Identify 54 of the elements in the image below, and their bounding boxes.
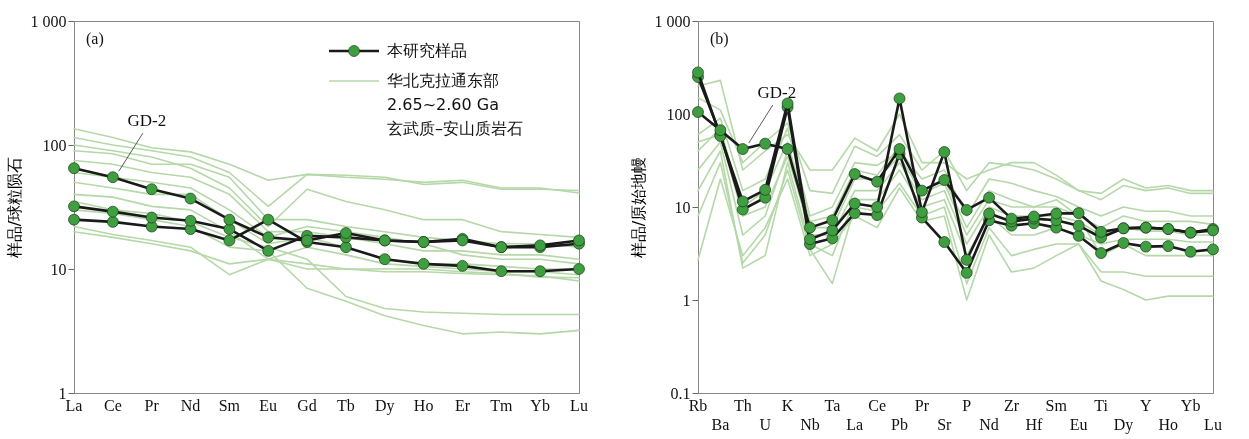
x-tick-label: P: [962, 397, 972, 414]
y-tick-label: 1 000: [654, 12, 691, 30]
y-tick-label: 100: [42, 136, 67, 154]
x-tick-label: Y: [1140, 397, 1153, 414]
y-tick-label: 1: [682, 291, 691, 309]
legend-label: 华北克拉通东部 2.65~2.60 Ga 玄武质–安山质岩石: [387, 71, 523, 138]
x-tick-label: Sm: [218, 397, 241, 414]
x-tick-label: K: [781, 397, 794, 414]
x-tick-label: La: [846, 416, 864, 433]
annotation: (a): [86, 30, 104, 48]
x-tick-label: Tb: [337, 397, 355, 414]
x-tick-label: Sm: [1045, 397, 1068, 414]
x-tick-label: Ba: [711, 416, 730, 433]
x-tick-label: Er: [454, 397, 471, 414]
x-tick-label: Yb: [530, 397, 550, 414]
x-tick-label: Yb: [1180, 397, 1201, 414]
x-tick-label: Lu: [570, 397, 588, 414]
x-tick-label: Ho: [413, 397, 434, 414]
x-tick-label: Zr: [1003, 397, 1020, 414]
x-tick-label: Nd: [979, 416, 999, 433]
legend-label: 本研究样品: [387, 41, 467, 60]
y-axis-title: 样品/原始地幔: [628, 156, 648, 259]
x-tick-label: Lu: [1204, 416, 1222, 433]
y-tick-label: 100: [666, 105, 691, 123]
y-tick-label: 1 000: [30, 12, 67, 30]
x-tick-label: Nb: [800, 416, 820, 433]
x-tick-label: La: [65, 397, 83, 414]
x-tick-label: Sr: [937, 416, 953, 433]
x-tick-label: Pr: [144, 397, 160, 414]
y-tick-label: 1: [58, 384, 67, 402]
annotation: GD-2: [127, 111, 167, 131]
x-tick-label: Ho: [1158, 416, 1178, 433]
x-tick-label: Dy: [1113, 416, 1134, 434]
x-tick-label: Nd: [180, 397, 201, 414]
y-tick-label: 10: [50, 260, 67, 278]
x-tick-label: Hf: [1025, 416, 1043, 433]
x-tick-label: Pb: [891, 416, 908, 433]
x-tick-label: Dy: [374, 397, 395, 415]
x-tick-label: Ce: [103, 397, 122, 414]
x-tick-label: Eu: [259, 397, 278, 414]
x-tick-label: Ta: [824, 397, 841, 414]
x-tick-label: Th: [733, 397, 752, 414]
x-tick-label: Eu: [1069, 416, 1088, 433]
x-tick-label: Rb: [688, 397, 708, 414]
y-tick-label: 10: [674, 198, 691, 216]
annotation: (b): [710, 30, 729, 48]
x-tick-label: Gd: [297, 397, 317, 414]
x-tick-label: U: [759, 416, 772, 433]
x-tick-label: Pr: [914, 397, 930, 414]
annotation: GD-2: [757, 83, 797, 103]
y-axis-title: 样品/球粒陨石: [4, 156, 24, 259]
x-tick-label: Tm: [490, 397, 513, 414]
x-tick-label: Ti: [1094, 397, 1109, 414]
x-tick-label: Ce: [868, 397, 887, 414]
